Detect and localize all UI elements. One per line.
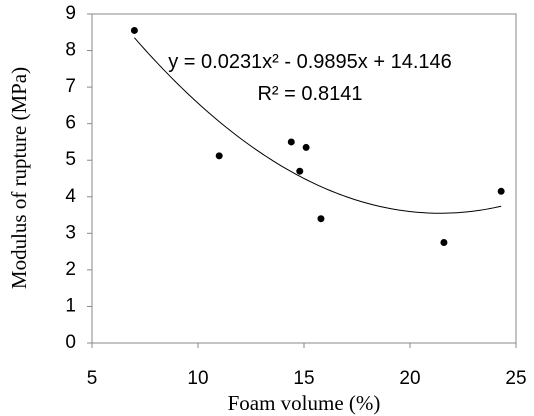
point: [296, 167, 304, 175]
y-tick-label: 0: [65, 332, 76, 353]
y-tick-label: 9: [65, 3, 76, 24]
y-tick-label: 5: [65, 149, 76, 170]
y-tick-label: 7: [65, 76, 76, 97]
point: [497, 187, 505, 195]
trendline: [134, 37, 502, 214]
y-tick-label: 2: [65, 259, 76, 280]
y-tick-label: 6: [65, 113, 76, 134]
y-axis-title: Modulus of rupture (MPa): [7, 67, 31, 289]
x-axis-title: Foam volume (%): [228, 391, 381, 415]
y-tick-label: 3: [65, 222, 76, 243]
x-tick-label: 20: [399, 368, 420, 389]
point: [317, 215, 325, 223]
trendline-equation: y = 0.0231x² - 0.9895x + 14.146: [168, 51, 452, 73]
r-squared: R² = 0.8141: [257, 83, 362, 105]
point: [302, 143, 310, 151]
y-tick-label: 1: [65, 295, 76, 316]
x-tick-label: 25: [505, 368, 526, 389]
x-tick-label: 15: [293, 368, 314, 389]
y-tick-label: 8: [65, 40, 76, 61]
point: [440, 238, 448, 246]
point: [287, 138, 295, 146]
y-tick-label: 4: [65, 186, 76, 207]
x-tick-label: 5: [87, 368, 98, 389]
point: [130, 26, 138, 34]
point: [215, 152, 223, 160]
x-tick-label: 10: [187, 368, 208, 389]
